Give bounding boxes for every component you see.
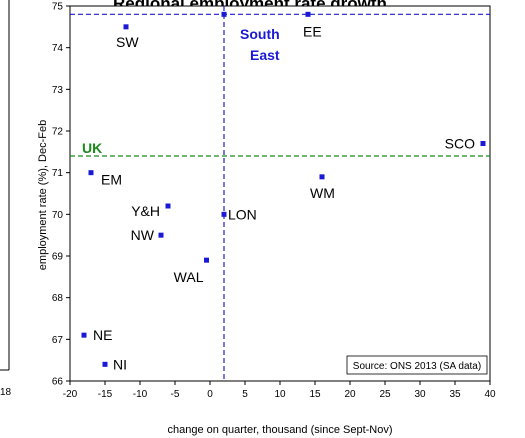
data-point [480, 141, 486, 146]
point-label: SCO [445, 136, 475, 152]
y-tick-label: 66 [52, 377, 64, 388]
south-east-label-line-2: East [250, 47, 280, 63]
x-tick-label: 5 [242, 389, 248, 400]
data-point [305, 11, 311, 17]
x-tick-label: 0 [207, 389, 213, 400]
data-point [221, 11, 227, 17]
y-tick-label: 67 [52, 335, 64, 346]
point-label: EE [303, 23, 322, 39]
point-label: WM [310, 185, 335, 201]
point-label: WAL [174, 269, 204, 285]
x-tick-label: -5 [171, 389, 180, 400]
data-point [158, 232, 164, 238]
data-point [88, 170, 94, 176]
y-tick-label: 73 [52, 85, 64, 96]
y-tick-label: 70 [52, 210, 64, 221]
point-label: NE [93, 327, 112, 343]
plot-area [69, 5, 491, 382]
y-tick-label: 75 [52, 2, 64, 13]
uk-reference-label: UK [82, 140, 102, 156]
point-label: Y&H [131, 203, 160, 219]
x-tick-label: 40 [484, 389, 496, 400]
data-point [204, 257, 209, 263]
reference-lines [70, 6, 490, 381]
south-east-label-line-1: South [240, 26, 280, 42]
x-tick-label: 10 [274, 389, 286, 400]
x-tick-label: -10 [133, 389, 148, 400]
y-tick-label: 71 [52, 168, 64, 179]
data-point [123, 24, 129, 30]
data-point [319, 174, 325, 180]
y-tick-label: 72 [52, 127, 64, 138]
x-tick-label: 15 [309, 389, 321, 400]
point-label: EM [101, 172, 122, 188]
source-box [346, 355, 488, 375]
data-point [81, 332, 87, 338]
x-axis-title: change on quarter, thousand (since Sept-… [167, 424, 392, 436]
data-point [165, 203, 171, 209]
x-tick-label: 30 [414, 389, 426, 400]
x-tick-label: 35 [449, 389, 461, 400]
data-point [221, 211, 227, 217]
x-tick-label: -15 [98, 389, 113, 400]
y-axis: 66 67 68 69 70 71 72 73 74 75 [52, 2, 70, 388]
y-tick-label: 69 [52, 252, 64, 263]
data-point [102, 361, 108, 367]
point-label: NW [131, 227, 155, 243]
x-tick-label: 20 [344, 389, 356, 400]
left-panel-tick-label: 18 [0, 387, 12, 398]
point-label: LON [228, 206, 257, 222]
point-label: NI [113, 356, 127, 372]
y-axis-title: employment rate (%), Dec-Feb [37, 120, 49, 270]
x-tick-label: 25 [379, 389, 391, 400]
x-axis: -20 -15 -10 -5 0 5 10 15 20 25 30 35 40 [63, 381, 496, 400]
point-label: SW [116, 34, 139, 50]
source-note: Source: ONS 2013 (SA data) [353, 361, 481, 372]
x-tick-label: -20 [63, 389, 78, 400]
y-tick-label: 68 [52, 293, 64, 304]
y-tick-label: 74 [52, 43, 64, 54]
